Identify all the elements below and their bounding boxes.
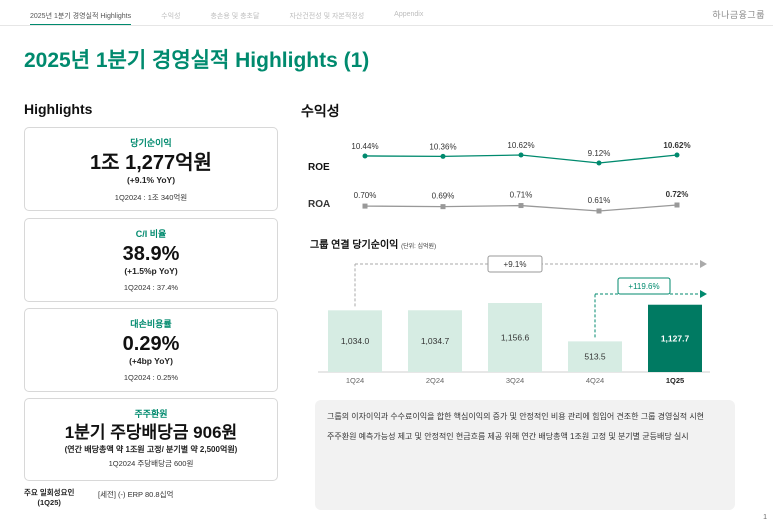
yoy-growth-label: +9.1% — [504, 260, 527, 269]
x-tick-label: 4Q24 — [586, 376, 604, 385]
roa-point — [518, 203, 524, 209]
roe-data-label: 10.36% — [429, 142, 456, 151]
roe-series-label: ROE — [308, 162, 330, 173]
kpi-previous: 1Q2024 주당배당금 600원 — [108, 459, 194, 468]
net-income-chart-title-text: 그룹 연결 당기순이익 — [310, 240, 399, 251]
kpi-label: C/I 비율 — [135, 229, 167, 239]
kpi-card-ci-ratio: C/I 비율 38.9% (+1.5%p YoY) 1Q2024 : 37.4% — [24, 218, 278, 302]
nav-divider — [0, 25, 773, 26]
kpi-change: (+9.1% YoY) — [126, 175, 176, 185]
roa-point — [362, 203, 368, 209]
kpi-label: 대손비용률 — [130, 319, 172, 329]
highlights-heading: Highlights — [24, 101, 93, 117]
summary-point-2: 주주환원 예측가능성 제고 및 안정적인 현금흐름 제공 위해 연간 배당총액 … — [327, 432, 689, 441]
summary-box: 그룹의 이자이익과 수수료이익을 합한 핵심이익의 증가 및 안정적인 비용 관… — [315, 400, 735, 510]
top-nav: 2025년 1분기 경영실적 Highlights 수익성 충손용 및 충초달 … — [0, 0, 773, 28]
tab-appendix[interactable]: Appendix — [394, 11, 424, 18]
roa-data-label: 0.72% — [666, 190, 689, 199]
net-income-bar-chart: 1,034.0 1Q24 1,034.7 2Q24 1,156.6 3Q24 513.5 4Q… — [318, 255, 710, 385]
brand-logo: 하나금융그룹 — [712, 10, 765, 20]
kpi-previous: 1Q2024 : 1조 340억원 — [114, 193, 188, 202]
qoq-growth-label: +119.6% — [628, 282, 659, 291]
net-income-bar — [568, 341, 622, 372]
roe-data-label: 10.62% — [663, 141, 690, 150]
net-income-bar — [488, 303, 542, 372]
bar-value-label: 1,156.6 — [501, 333, 530, 343]
roe-point — [362, 153, 368, 159]
one-off-items-label: 주요 일회성요인 (1Q25) — [24, 488, 74, 508]
roa-data-label: 0.71% — [510, 191, 533, 200]
net-income-bar — [328, 310, 382, 372]
kpi-card-net-income: 당기순이익 1조 1,277억원 (+9.1% YoY) 1Q2024 : 1조… — [24, 127, 278, 211]
roe-point — [518, 152, 524, 158]
x-tick-label: 1Q24 — [346, 376, 364, 385]
tab-highlights[interactable]: 2025년 1분기 경영실적 Highlights — [30, 11, 132, 25]
net-income-chart-unit: (단위: 십억원) — [401, 244, 437, 250]
summary-point-1: 그룹의 이자이익과 수수료이익을 합한 핵심이익의 증가 및 안정적인 비용 관… — [327, 412, 705, 421]
roa-data-label: 0.61% — [588, 196, 611, 205]
yoy-arrowhead — [700, 260, 707, 268]
kpi-value: 1분기 주당배당금 906원 — [64, 423, 238, 442]
kpi-card-shareholder-return: 주주환원 1분기 주당배당금 906원 (연간 배당총액 약 1조원 고정/ 분… — [24, 398, 278, 481]
bar-value-label: 513.5 — [584, 352, 606, 362]
tab-asset-quality[interactable]: 자산건전성 및 자본적정성 — [289, 13, 365, 20]
page-number: 1 — [763, 514, 767, 521]
net-income-bar — [648, 304, 702, 372]
qoq-arrowhead — [700, 290, 707, 298]
net-income-bar — [408, 310, 462, 372]
one-off-label-line2: (1Q25) — [37, 498, 61, 507]
yoy-badge — [487, 255, 543, 273]
kpi-card-credit-cost: 대손비용률 0.29% (+4bp YoY) 1Q2024 : 0.25% — [24, 308, 278, 392]
profitability-heading: 수익성 — [301, 103, 340, 119]
one-off-items-note: 주요 일회성요인 (1Q25) [세전] (-) ERP 80.8십억 — [24, 488, 173, 508]
one-off-items-value: [세전] (-) ERP 80.8십억 — [98, 490, 174, 499]
bar-value-label: 1,034.7 — [421, 336, 450, 346]
kpi-label: 주주환원 — [134, 409, 168, 419]
kpi-previous: 1Q2024 : 0.25% — [123, 373, 179, 382]
kpi-value: 1조 1,277억원 — [90, 152, 212, 174]
roa-point — [674, 202, 680, 208]
roe-roa-line-chart: ROE 10.44% 10.36% 10.62% 9.12% 10.62% ROA 0.70%… — [308, 141, 691, 214]
roe-point — [674, 152, 680, 158]
page-title: 2025년 1분기 경영실적 Highlights (1) — [24, 49, 370, 72]
kpi-value: 0.29% — [122, 333, 180, 355]
roa-point — [596, 208, 602, 214]
bar-value-label: 1,034.0 — [341, 336, 370, 346]
tab-profitability[interactable]: 수익성 — [161, 13, 181, 20]
roa-data-label: 0.70% — [354, 191, 377, 200]
kpi-change: (+4bp YoY) — [129, 356, 173, 366]
roa-series-label: ROA — [308, 199, 330, 210]
kpi-change: (연간 배당총액 약 1조원 고정/ 분기별 약 2,500억원) — [64, 445, 238, 454]
x-tick-label: 3Q24 — [506, 376, 524, 385]
kpi-change: (+1.5%p YoY) — [124, 266, 178, 276]
one-off-label-line1: 주요 일회성요인 — [24, 488, 75, 497]
roe-data-label: 10.44% — [351, 142, 378, 151]
nav-tabs: 2025년 1분기 경영실적 Highlights 수익성 충손용 및 충초달 … — [30, 11, 423, 25]
roe-data-label: 9.12% — [588, 149, 611, 158]
net-income-chart-title: 그룹 연결 당기순이익 (단위: 십억원) — [310, 236, 436, 251]
bar-value-label: 1,127.7 — [661, 333, 690, 343]
kpi-label: 당기순이익 — [130, 138, 172, 148]
roe-data-label: 10.62% — [507, 141, 534, 150]
tab-loan-funding[interactable]: 충손용 및 충초달 — [210, 13, 260, 20]
kpi-value: 38.9% — [122, 243, 180, 265]
roe-point — [596, 160, 602, 166]
x-tick-label: 2Q24 — [426, 376, 444, 385]
roa-point — [440, 204, 446, 210]
roa-data-label: 0.69% — [432, 192, 455, 201]
qoq-badge — [617, 277, 671, 295]
x-tick-label: 1Q25 — [666, 376, 684, 385]
roe-point — [440, 153, 446, 159]
kpi-previous: 1Q2024 : 37.4% — [123, 283, 179, 292]
